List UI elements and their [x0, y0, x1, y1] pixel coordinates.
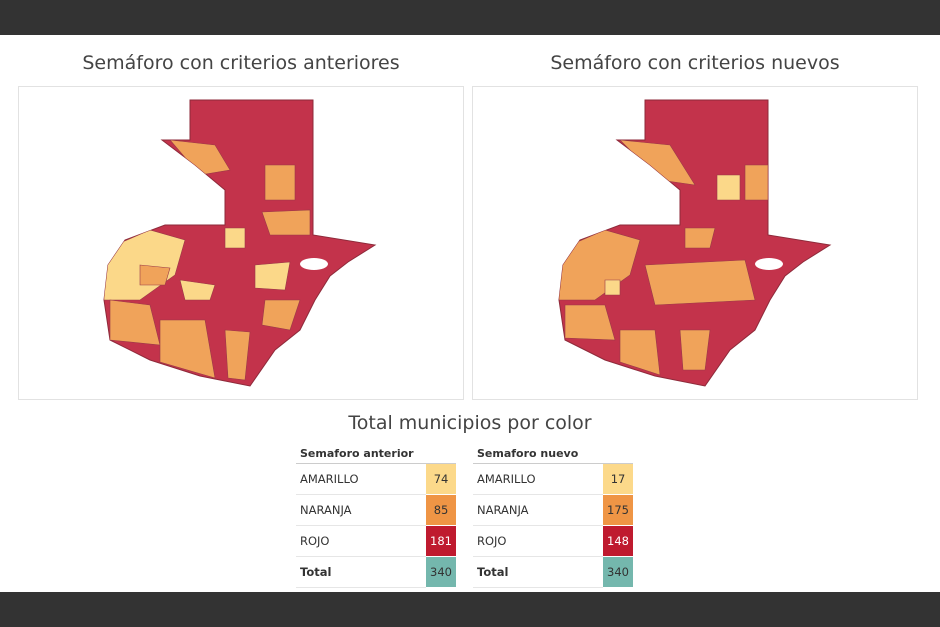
row-label: Total	[296, 556, 427, 588]
row-value: 340	[426, 556, 456, 588]
row-value: 85	[426, 494, 456, 526]
row-value: 181	[426, 525, 456, 557]
table-header: Semaforo nuevo	[473, 443, 633, 464]
summary-title: Total municipios por color	[348, 412, 592, 434]
left-map-title: Semáforo con criterios anteriores	[82, 52, 400, 74]
right-map	[558, 99, 831, 387]
table-header: Semaforo anterior	[296, 443, 456, 464]
table-anterior: Semaforo anterior AMARILLO 74 NARANJA 85 R…	[296, 443, 456, 588]
row-label: NARANJA	[296, 494, 427, 526]
left-map	[103, 99, 376, 387]
top-bar	[0, 0, 940, 35]
row-value: 148	[603, 525, 633, 557]
row-value: 175	[603, 494, 633, 526]
table-nuevo: Semaforo nuevo AMARILLO 17 NARANJA 175 ROJ…	[473, 443, 633, 588]
row-label: AMARILLO	[473, 463, 604, 495]
row-label: Total	[473, 556, 604, 588]
row-label: ROJO	[296, 525, 427, 557]
bottom-bar	[0, 592, 940, 627]
row-value: 17	[603, 463, 633, 495]
right-map-panel	[472, 86, 918, 400]
row-label: ROJO	[473, 525, 604, 557]
row-value: 340	[603, 556, 633, 588]
right-map-title: Semáforo con criterios nuevos	[550, 52, 840, 74]
row-label: NARANJA	[473, 494, 604, 526]
left-map-panel	[18, 86, 464, 400]
row-label: AMARILLO	[296, 463, 427, 495]
row-value: 74	[426, 463, 456, 495]
